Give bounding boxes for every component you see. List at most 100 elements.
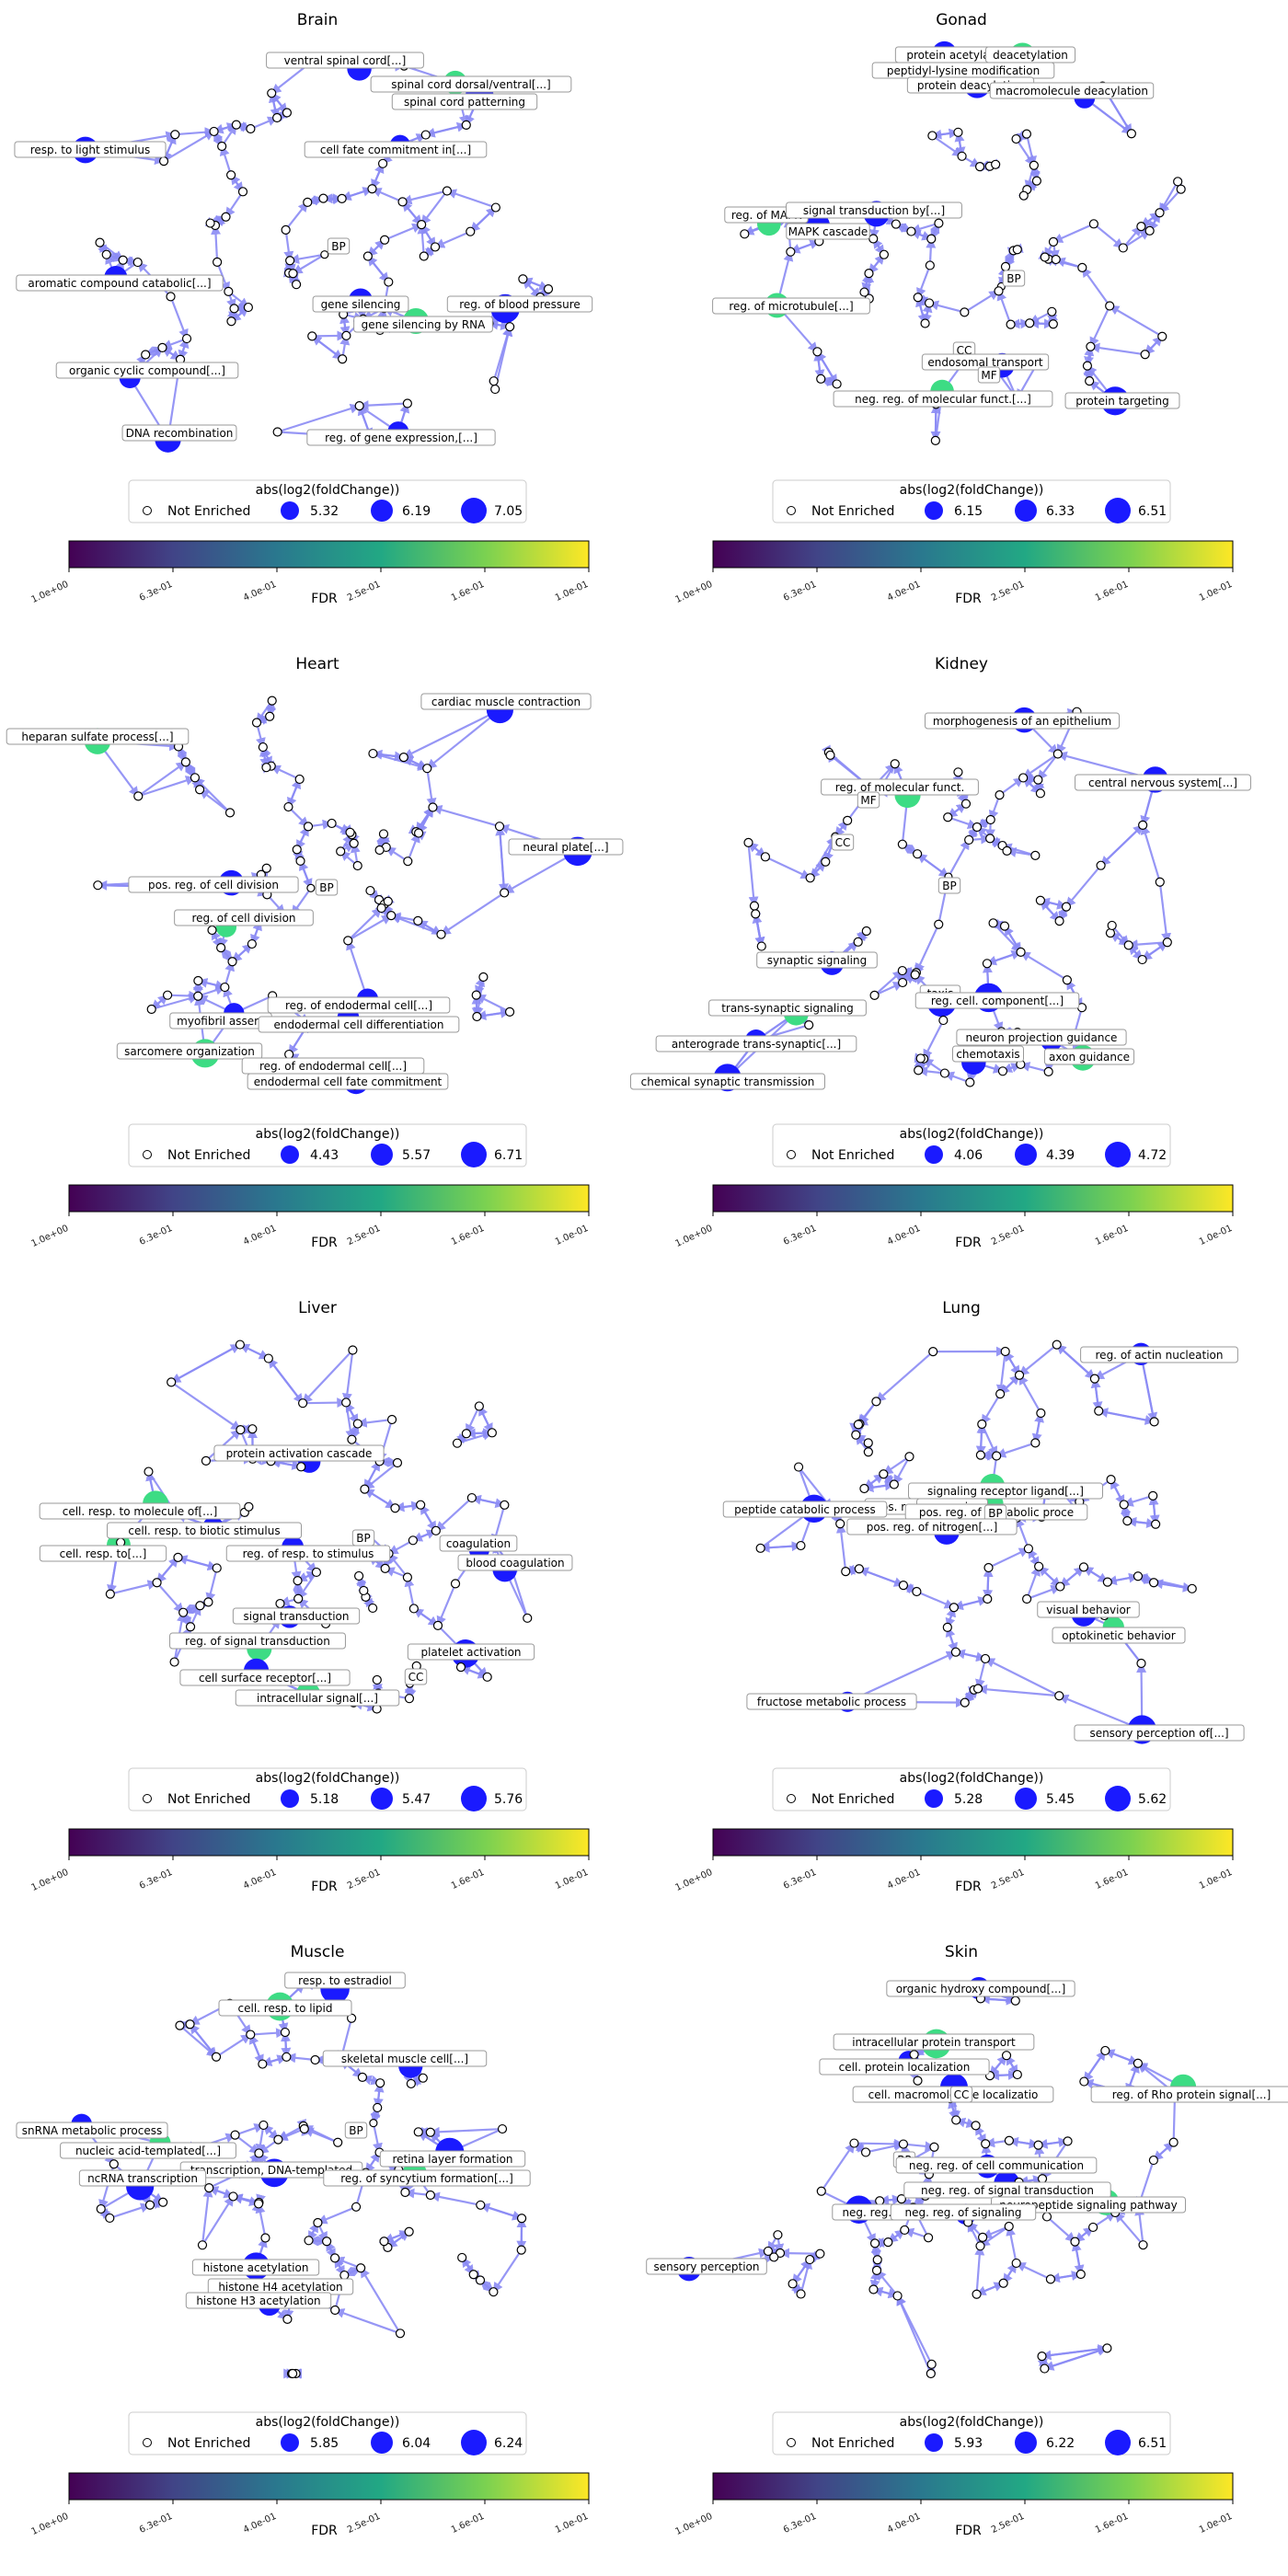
label-text: reg. of endodermal cell[...] [285, 999, 432, 1012]
not-enriched-node [1176, 184, 1186, 194]
node-label: MAPK cascade [786, 223, 870, 240]
graph-edge [1041, 2347, 1108, 2361]
label-box [191, 2259, 320, 2276]
not-enriched-node [380, 235, 390, 245]
not-enriched-node [490, 202, 500, 213]
colorbar-gradient [712, 1184, 1234, 1213]
not-enriched-node [472, 1011, 482, 1022]
not-enriched-node [925, 260, 935, 270]
not-enriched-node [283, 801, 293, 812]
legend-size-value: 4.06 [954, 1148, 983, 1163]
not-enriched-node [349, 838, 359, 848]
colorbar-tick-label: 2.5e-01 [990, 580, 1026, 604]
panel-title: Liver [298, 1299, 337, 1317]
not-enriched-node [221, 212, 231, 222]
colorbar-tick-label: 4.0e-01 [886, 2512, 922, 2536]
graph-edge [347, 914, 393, 942]
node-label: reg. of resp. to stimulus [225, 1545, 391, 1562]
colorbar-tick-label: 2.5e-01 [346, 580, 382, 604]
label-box [833, 390, 1053, 408]
graph-edge [387, 1552, 408, 1579]
not-enriched-node [1157, 331, 1167, 341]
label-text: neg. reg. of molecular funct.[...] [855, 393, 1031, 406]
node-label: endosomal transport [921, 353, 1050, 371]
graph-edge [163, 133, 177, 162]
colorbar-label: FDR [955, 1880, 982, 1894]
not-enriched-node [132, 257, 143, 268]
label-text: MF [860, 794, 876, 807]
label-box [213, 1444, 385, 1462]
legend-title: abs(log2(foldChange)) [900, 483, 1044, 498]
not-enriched-node [793, 1462, 804, 1472]
not-enriched-node [1107, 920, 1117, 931]
network-graph: morphogenesis of an epithelium reg. of mo… [630, 707, 1251, 1092]
label-text: visual behavior [1046, 1604, 1131, 1616]
label-text: peptidyl-lysine modification [887, 64, 1040, 77]
graph-edge [916, 853, 949, 878]
graph-edge [984, 1657, 1060, 1697]
legend-size-marker [461, 2430, 487, 2455]
legend-not-enriched: Not Enriched [811, 504, 894, 519]
not-enriched-node [386, 1414, 397, 1425]
not-enriched-node [476, 2200, 486, 2210]
not-enriched-node [1155, 208, 1165, 218]
node-label: organic hydroxy compound[...] [886, 1980, 1075, 1997]
label-box [107, 1522, 302, 1539]
colorbar-tick-label: 1.6e-01 [1094, 1868, 1130, 1892]
label-box [121, 424, 237, 442]
node-label: platelet activation [407, 1643, 535, 1661]
not-enriched-node [254, 2148, 264, 2158]
not-enriched-node [272, 427, 282, 437]
node-label: neuropeptide signaling pathway [991, 2196, 1186, 2214]
not-enriched-node [816, 374, 826, 384]
not-enriched-node [960, 799, 972, 809]
not-enriched-node [1102, 2343, 1112, 2353]
not-enriched-node [209, 126, 219, 137]
not-enriched-node [900, 2225, 910, 2236]
node-label: spinal cord dorsal/ventral[...] [370, 75, 572, 93]
not-enriched-node [272, 112, 282, 123]
legend-size-value: 5.45 [1046, 1792, 1075, 1807]
label-text: cell. resp. to lipid [238, 2002, 333, 2015]
node-label: BP [937, 877, 961, 894]
panel-lung: Lung reg. of actin nucleation signaling re… [673, 1299, 1245, 1894]
graph-edge [277, 2128, 305, 2141]
label-box [846, 1518, 1018, 1535]
graph-edge [988, 1547, 1029, 1570]
legend-size-value: 5.32 [310, 504, 339, 519]
not-enriched-node [146, 1004, 156, 1015]
not-enriched-node [815, 2248, 825, 2259]
node-label: histone H3 acetylation [185, 2292, 332, 2309]
legend-not-enriched: Not Enriched [167, 504, 250, 519]
not-enriched-node [293, 1576, 303, 1586]
not-enriched-node [965, 1077, 975, 1087]
not-enriched-node [175, 2020, 185, 2030]
label-box [391, 93, 538, 110]
not-enriched-node [889, 1479, 899, 1489]
not-enriched-node [93, 880, 103, 891]
label-text: gene silencing [321, 298, 401, 311]
not-enriched-node [897, 977, 908, 988]
legend-size-marker [281, 1789, 299, 1808]
not-enriched-node [430, 242, 441, 252]
not-enriched-node [934, 218, 944, 228]
label-text: DNA recombination [126, 427, 234, 440]
node-label: MF [977, 366, 1001, 384]
not-enriched-node [360, 1484, 370, 1494]
not-enriched-node [1133, 1571, 1144, 1581]
not-enriched-node [906, 226, 916, 236]
not-enriched-node [144, 2200, 155, 2210]
not-enriched-node [854, 1564, 864, 1574]
not-enriched-node [288, 269, 298, 279]
legend-size-value: 5.47 [402, 1792, 431, 1807]
not-enriched-node [805, 873, 815, 883]
legend-title: abs(log2(foldChange)) [900, 1771, 1044, 1786]
not-enriched-node [466, 1492, 477, 1503]
not-enriched-node [988, 918, 998, 928]
graph-edge [219, 144, 233, 176]
colorbar-tick-label: 1.0e-01 [1198, 580, 1234, 604]
not-enriched-node [835, 1519, 845, 1529]
label-text: endodermal cell differentiation [274, 1018, 444, 1031]
not-enriched-node [180, 757, 190, 767]
label-text: CC [954, 2088, 970, 2101]
